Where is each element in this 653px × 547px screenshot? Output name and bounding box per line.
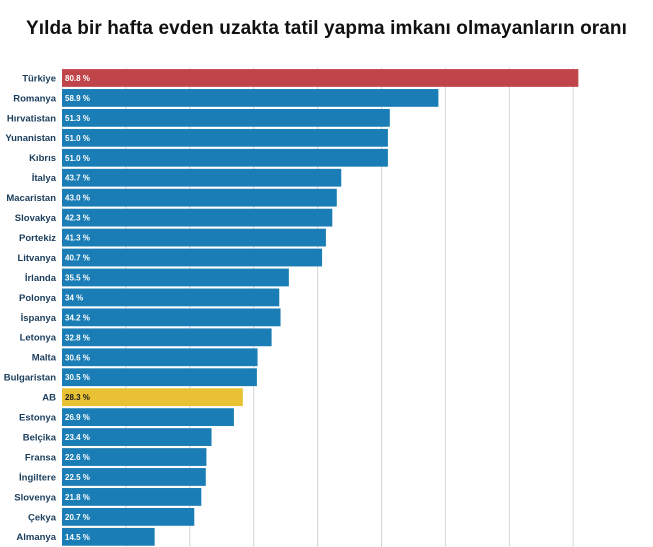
category-label: Yunanistan	[5, 133, 56, 144]
category-label: Litvanya	[17, 253, 56, 264]
bar	[62, 228, 326, 247]
chart-title: Yılda bir hafta evden uzakta tatil yapma…	[25, 18, 628, 39]
category-label: Kıbrıs	[29, 153, 56, 164]
category-label: Türkiye	[22, 73, 56, 84]
value-label: 21.8 %	[65, 493, 90, 502]
bar	[62, 248, 323, 267]
bar	[62, 168, 342, 187]
value-label: 43.0 %	[65, 194, 90, 203]
value-label: 42.3 %	[65, 214, 90, 223]
value-label: 32.8 %	[65, 333, 90, 342]
category-label: İrlanda	[25, 273, 57, 284]
value-label: 23.4 %	[65, 433, 90, 442]
bar	[62, 148, 388, 167]
value-label: 43.7 %	[65, 174, 90, 183]
bar	[62, 368, 257, 387]
value-label: 80.8 %	[65, 74, 90, 83]
category-label: Slovenya	[14, 492, 56, 503]
bars	[62, 69, 579, 546]
category-label: Fransa	[25, 452, 57, 463]
category-label: Malta	[32, 353, 57, 364]
bar	[62, 288, 280, 307]
value-label: 35.5 %	[65, 273, 90, 282]
bar	[62, 388, 243, 407]
bar	[62, 268, 289, 287]
category-label: Almanya	[16, 532, 56, 543]
value-label: 28.3 %	[65, 393, 90, 402]
value-label: 51.0 %	[65, 154, 90, 163]
category-label: İngiltere	[19, 472, 56, 483]
value-label: 34 %	[65, 293, 83, 302]
category-label: Belçika	[23, 432, 57, 443]
value-label: 30.5 %	[65, 373, 90, 382]
bar	[62, 308, 281, 327]
category-label: Slovakya	[15, 213, 57, 224]
category-label: Çekya	[28, 512, 57, 523]
value-label: 58.9 %	[65, 94, 90, 103]
value-label: 26.9 %	[65, 413, 90, 422]
category-label: Bulgaristan	[4, 373, 56, 384]
value-label: 40.7 %	[65, 254, 90, 263]
bar	[62, 428, 212, 446]
category-label: Romanya	[13, 93, 56, 104]
bar	[62, 448, 207, 466]
gridlines	[125, 68, 574, 547]
value-label: 22.6 %	[65, 453, 90, 462]
bar	[62, 507, 195, 526]
bar	[62, 89, 439, 107]
category-label: Macaristan	[6, 193, 56, 204]
value-label: 22.5 %	[65, 473, 90, 482]
category-label: Estonya	[19, 413, 57, 424]
category-label: AB	[42, 393, 56, 404]
bar	[62, 527, 155, 546]
value-label: 14.5 %	[65, 533, 90, 542]
category-label: İspanya	[21, 313, 57, 324]
bar	[62, 328, 272, 347]
bar	[62, 108, 390, 127]
bar	[62, 208, 333, 227]
category-label: Portekiz	[19, 233, 56, 244]
value-label: 20.7 %	[65, 513, 90, 522]
value-label: 41.3 %	[65, 234, 90, 243]
value-label: 34.2 %	[65, 313, 90, 322]
bar	[62, 188, 337, 207]
value-label: 51.3 %	[65, 114, 90, 123]
category-label: İtalya	[32, 173, 57, 184]
bar	[62, 408, 234, 427]
bar	[62, 69, 579, 87]
value-label: 51.0 %	[65, 134, 90, 143]
value-label: 30.6 %	[65, 353, 90, 362]
bar	[62, 128, 388, 147]
category-label: Polonya	[19, 293, 57, 304]
bar	[62, 488, 202, 506]
bar	[62, 468, 206, 486]
category-label: Letonya	[20, 333, 57, 344]
category-label: Hırvatistan	[7, 113, 56, 124]
bar	[62, 348, 258, 367]
